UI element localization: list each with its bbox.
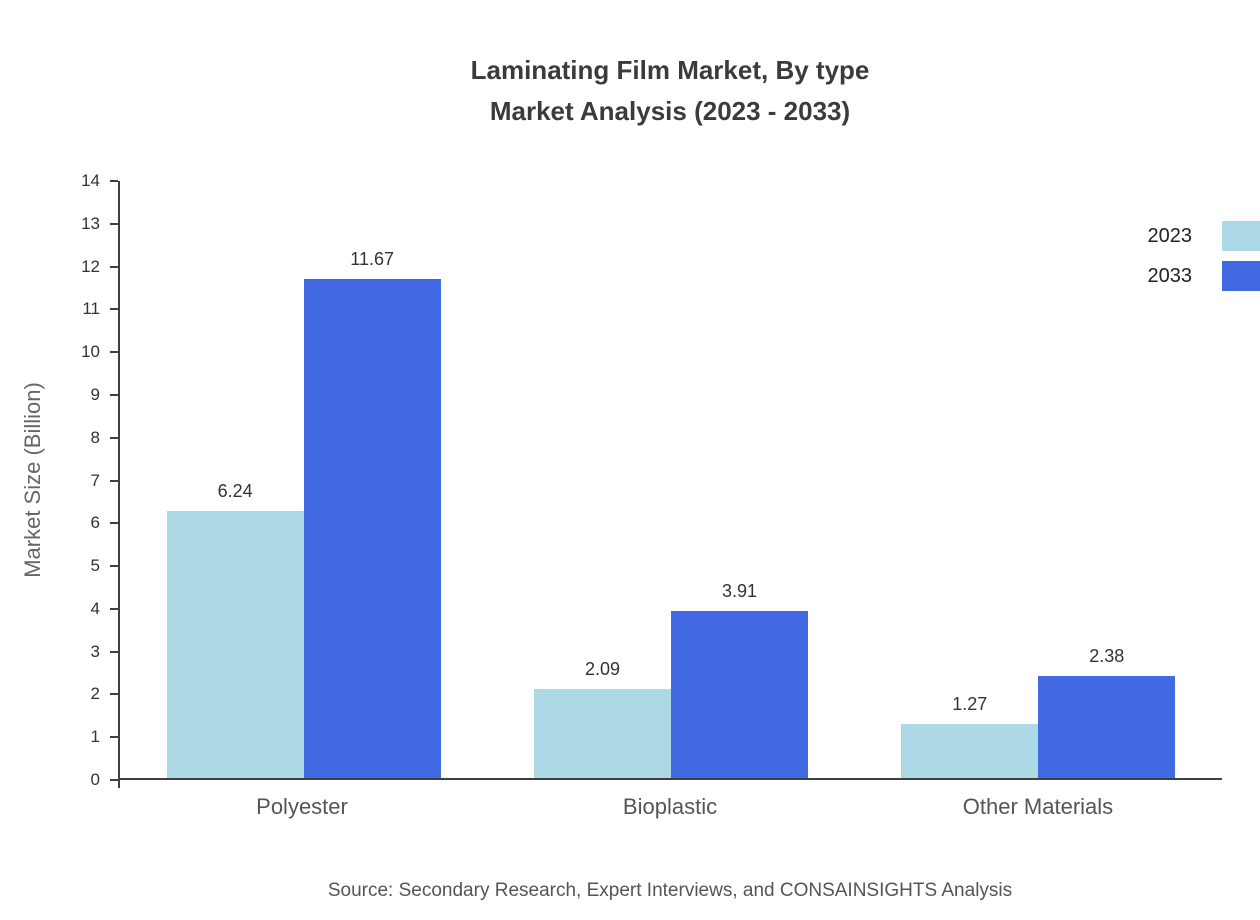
y-tick-label-14: 14 (81, 171, 100, 190)
legend-label-2023: 2023 (1147, 224, 1193, 247)
legend-item-2033: 2033 (1148, 261, 1260, 291)
bar-other-materials-2023[interactable]: 1.27 (901, 694, 1039, 778)
bar-polyester-2033[interactable]: 11.67 (303, 249, 441, 778)
bar-bioplastic-2033[interactable]: 3.91 (670, 581, 808, 778)
bar-value-label: 3.91 (721, 580, 758, 601)
y-tick-mark (110, 736, 118, 739)
bar-polyester-2023[interactable]: 6.24 (166, 481, 304, 778)
y-tick-mark (110, 436, 118, 439)
chart-title-line2: Market Analysis (2023 - 2033) (489, 96, 851, 126)
y-tick-label-8: 8 (90, 427, 100, 447)
y-tick-label-1: 1 (90, 727, 100, 747)
y-tick-mark (110, 222, 118, 225)
x-axis-category-labels: Polyester Bioplastic Other Materials (118, 794, 1222, 820)
y-tick-mark (110, 265, 118, 268)
y-axis-baseline-tick (118, 778, 120, 788)
y-tick-mark (110, 393, 118, 396)
legend: 2023 2033 (1148, 221, 1260, 301)
y-tick-mark (110, 522, 118, 525)
y-tick-label-0: 0 (90, 770, 100, 789)
y-tick-label-4: 4 (90, 598, 100, 618)
legend-swatch-2023 (1222, 221, 1260, 251)
y-tick-label-9: 9 (90, 384, 100, 404)
bar-value-label: 2.09 (584, 658, 621, 679)
y-tick-mark (110, 565, 118, 568)
y-axis-ticks: 0 1 2 3 4 5 6 7 8 9 10 11 12 13 14 (0, 171, 118, 789)
bar-bioplastic-2023[interactable]: 2.09 (533, 659, 671, 778)
y-tick-label-11: 11 (82, 299, 100, 319)
y-tick-mark (110, 479, 118, 482)
y-tick-label-13: 13 (81, 213, 100, 233)
plot-area: 6.24 11.67 2.09 3.91 1.27 2.38 (118, 181, 1222, 788)
bar-value-label: 6.24 (217, 481, 253, 502)
y-tick-label-10: 10 (81, 342, 100, 362)
y-tick-mark (110, 693, 118, 696)
y-tick-mark (110, 180, 118, 182)
bar-group-other-materials: 1.27 2.38 (855, 181, 1222, 778)
y-tick-mark (110, 351, 118, 354)
bar-group-polyester: 6.24 11.67 (120, 181, 487, 778)
chart-title: Laminating Film Market, By type Market A… (118, 50, 1222, 132)
y-tick-mark (110, 607, 118, 610)
y-tick-mark (110, 650, 118, 653)
bar-group-bioplastic: 2.09 3.91 (487, 181, 854, 778)
y-tick-label-6: 6 (90, 513, 100, 533)
bar-value-label: 11.67 (350, 248, 395, 269)
y-tick-mark (110, 308, 118, 311)
chart-title-line1: Laminating Film Market, By type (470, 55, 870, 85)
bar-value-label: 1.27 (952, 693, 988, 714)
bars-container: 6.24 11.67 2.09 3.91 1.27 2.38 (120, 181, 1222, 778)
legend-swatch-2033 (1222, 261, 1260, 291)
y-tick-mark (110, 779, 118, 781)
legend-item-2023: 2023 (1148, 221, 1260, 251)
bar-other-materials-2033[interactable]: 2.38 (1038, 646, 1176, 778)
y-tick-label-2: 2 (90, 684, 100, 704)
y-tick-label-3: 3 (90, 641, 100, 661)
y-tick-label-5: 5 (90, 556, 100, 576)
category-label-polyester: Polyester (256, 794, 348, 819)
category-label-bioplastic: Bioplastic (622, 794, 718, 819)
source-note: Source: Secondary Research, Expert Inter… (327, 880, 1013, 901)
y-tick-label-12: 12 (81, 256, 100, 276)
category-label-other-materials: Other Materials (962, 794, 1114, 819)
bar-value-label: 2.38 (1089, 646, 1125, 667)
y-tick-label-7: 7 (90, 470, 100, 490)
legend-label-2033: 2033 (1147, 264, 1193, 287)
